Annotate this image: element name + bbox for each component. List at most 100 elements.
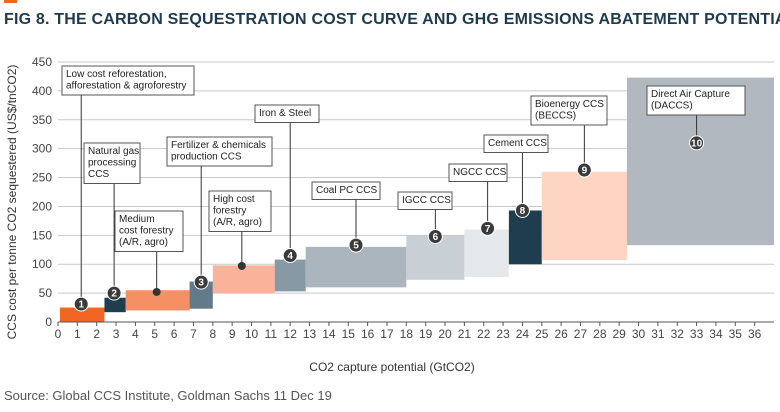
cost-segment-1 (59, 307, 105, 322)
x-tick-label: 22 (477, 327, 491, 341)
callout-box (166, 136, 273, 167)
y-tick-label: 0 (45, 315, 52, 329)
y-tick-label: 200 (32, 199, 52, 213)
x-tick-label: 6 (171, 327, 178, 341)
x-tick-label: 34 (709, 327, 723, 341)
callout-box (114, 210, 184, 252)
x-tick-label: 20 (438, 327, 452, 341)
figure-title: FIG 8. THE CARBON SEQUESTRATION COST CUR… (4, 11, 780, 28)
segment-badge-label: 2 (111, 289, 117, 300)
callout-label-4: Fertilizer & chemicals production CCS (171, 140, 266, 163)
y-tick-label: 150 (32, 228, 52, 242)
y-tick-label: 250 (32, 171, 52, 185)
x-tick-label: 15 (342, 327, 356, 341)
x-tick-label: 33 (690, 327, 704, 341)
callout-box (483, 134, 549, 153)
segment-badge-label: 3 (198, 278, 204, 289)
marker-dot (237, 261, 246, 270)
segment-badge-label: 6 (433, 232, 439, 243)
callout-label-10: Cement CCS (488, 138, 547, 149)
x-tick-label: 27 (574, 327, 588, 341)
segment-badge-1 (73, 296, 89, 312)
x-tick-label: 1 (74, 327, 81, 341)
segment-badge-label: 5 (353, 241, 359, 252)
marker-dot (152, 287, 161, 296)
x-axis-title: CO2 capture potential (GtCO2) (309, 360, 474, 374)
callout-box (646, 85, 746, 116)
x-tick-label: 32 (671, 327, 685, 341)
segment-badge-label: 8 (520, 206, 526, 217)
x-tick-label: 16 (361, 327, 375, 341)
segment-badge-10 (689, 135, 705, 151)
x-tick-label: 23 (496, 327, 510, 341)
segment-badge-7 (480, 220, 496, 236)
segment-badge-3 (193, 274, 209, 290)
x-tick-label: 31 (651, 327, 665, 341)
callout-box (61, 65, 195, 96)
cost-segment-11 (541, 171, 627, 261)
x-tick-label: 4 (132, 327, 139, 341)
cost-segment-7 (305, 246, 407, 288)
callout-label-12: Direct Air Capture (DACCS) (651, 89, 730, 112)
callout-label-1: Low cost reforestation, afforestation & a… (66, 69, 186, 92)
callout-box (311, 181, 381, 200)
x-tick-label: 7 (190, 327, 197, 341)
y-tick-label: 450 (32, 55, 52, 69)
callout-label-3: Medium cost forestry (A/R, agro) (119, 214, 173, 248)
y-tick-label: 350 (32, 113, 52, 127)
segment-badge-label: 7 (485, 224, 491, 235)
callout-label-5: High cost forestry (A/R, agro) (213, 194, 262, 228)
cost-segment-5 (212, 265, 275, 294)
callout-box (530, 95, 608, 126)
callout-label-7: Coal PC CCS (316, 185, 377, 196)
callout-label-8: IGCC CCS (402, 195, 451, 206)
x-tick-label: 5 (151, 327, 158, 341)
x-tick-label: 12 (284, 327, 298, 341)
x-tick-label: 18 (400, 327, 414, 341)
x-tick-label: 28 (593, 327, 607, 341)
y-axis-title: CCS cost per tonne CO2 sequestered (US$/… (5, 65, 19, 340)
segment-badges: 1 2 3 4 5 6 7 8 9 10 (73, 135, 705, 312)
segment-badge-9 (576, 162, 592, 178)
callout-label-11: Bioenergy CCS (BECCS) (535, 99, 604, 122)
x-tick-label: 35 (729, 327, 743, 341)
cost-segment-3 (125, 290, 190, 311)
y-tick-label: 50 (39, 286, 53, 300)
cost-segment-2 (104, 297, 126, 313)
cost-segment-4 (189, 281, 213, 309)
callout-label-9: NGCC CCS (453, 167, 507, 178)
callout-box (254, 104, 320, 123)
callout-label-2: Natural gas processing CCS (88, 146, 139, 180)
x-tick-label: 11 (265, 327, 278, 341)
callouts: Low cost reforestation, afforestation & a… (61, 65, 746, 305)
segment-badge-label: 1 (78, 300, 84, 311)
x-tick-label: 25 (535, 327, 549, 341)
callout-label-6: Iron & Steel (259, 108, 311, 119)
callout-box (208, 190, 272, 232)
x-tick-label: 17 (380, 327, 394, 341)
segment-badge-label: 9 (582, 166, 588, 177)
x-tick-label: 21 (458, 327, 472, 341)
segment-badge-2 (106, 285, 122, 301)
x-tick-label: 36 (748, 327, 762, 341)
segment-badge-5 (348, 237, 364, 253)
y-tick-label: 100 (32, 257, 52, 271)
x-tick-label: 8 (209, 327, 216, 341)
x-tick-label: 3 (113, 327, 120, 341)
title-accent-bar (4, 0, 17, 3)
source-note: Source: Global CCS Institute, Goldman Sa… (4, 388, 332, 403)
segment-badge-4 (282, 248, 298, 264)
x-tick-label: 13 (303, 327, 317, 341)
cost-segment-9 (464, 229, 509, 277)
y-tick-label: 300 (32, 142, 52, 156)
x-tick-label: 29 (613, 327, 627, 341)
x-tick-label: 10 (245, 327, 259, 341)
segment-badge-label: 4 (287, 251, 293, 262)
x-tick-label: 24 (516, 327, 530, 341)
x-tick-label: 2 (93, 327, 100, 341)
y-tick-label: 400 (32, 84, 52, 98)
x-tick-label: 19 (419, 327, 433, 341)
x-tick-label: 9 (229, 327, 236, 341)
